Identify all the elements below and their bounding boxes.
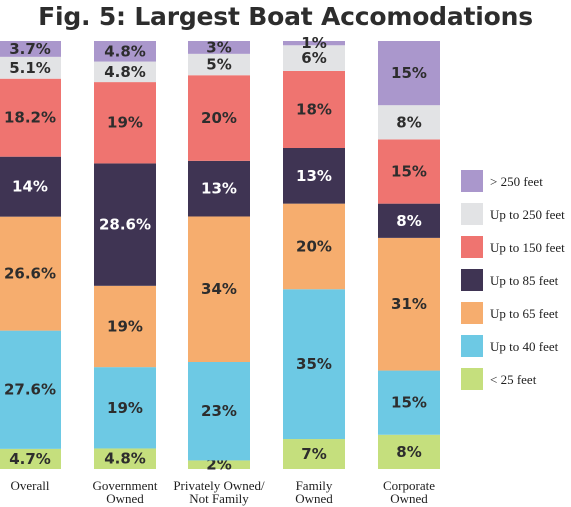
bar-segment (283, 45, 345, 71)
bar-segment (94, 285, 156, 368)
data-label: 4.8% (104, 450, 146, 468)
bar-segment (94, 82, 156, 164)
bar-segment (188, 41, 250, 54)
data-label: 5% (206, 56, 231, 74)
data-label: 1% (301, 34, 326, 52)
bar-segment (378, 41, 440, 106)
data-label: 26.6% (4, 265, 56, 283)
bar-segment (283, 41, 345, 46)
bar-segment (283, 439, 345, 469)
bar-segment (283, 148, 345, 204)
bar-segment (378, 139, 440, 204)
bar-segment (0, 330, 61, 449)
bar-segment (378, 105, 440, 140)
category-label: Government (93, 478, 158, 493)
bar-segment (188, 160, 250, 217)
data-label: 13% (296, 167, 332, 185)
bar-segment (283, 203, 345, 290)
data-label: 14% (12, 178, 48, 196)
bar-segment (378, 370, 440, 435)
legend-label: < 25 feet (490, 372, 537, 387)
legend-swatch (461, 236, 483, 258)
bar-segment (188, 216, 250, 362)
data-label: 19% (107, 114, 143, 132)
data-label: 6% (301, 49, 326, 67)
data-label: 4.7% (9, 450, 51, 468)
bar-segment (0, 56, 61, 79)
legend-label: Up to 250 feet (490, 207, 565, 222)
data-label: 15% (391, 64, 427, 82)
bar-segment (0, 216, 61, 331)
data-label: 20% (296, 237, 332, 255)
legend-swatch (461, 302, 483, 324)
category-label: Not Family (189, 491, 249, 506)
category-label: Family (296, 478, 333, 493)
data-label: 4.8% (104, 42, 146, 60)
data-label: 18% (296, 100, 332, 118)
data-label: 8% (396, 443, 421, 461)
data-label: 3.7% (9, 40, 51, 58)
data-label: 7% (301, 445, 326, 463)
legend-label: Up to 85 feet (490, 273, 559, 288)
bar-segment (283, 289, 345, 440)
data-label: 34% (201, 280, 237, 298)
bar-segment (94, 41, 156, 62)
bar-segment (188, 460, 250, 469)
data-label: 4.8% (104, 63, 146, 81)
data-label: 5.1% (9, 59, 51, 77)
legend-swatch (461, 170, 483, 192)
legend-label: Up to 40 feet (490, 339, 559, 354)
legend-label: > 250 feet (490, 174, 543, 189)
legend-swatch (461, 269, 483, 291)
bar-segment (0, 41, 61, 57)
category-label: Privately Owned/ (173, 478, 265, 493)
category-label: Overall (11, 478, 50, 493)
legend-swatch (461, 368, 483, 390)
data-label: 28.6% (99, 216, 151, 234)
bar-segment (94, 61, 156, 83)
data-label: 35% (296, 355, 332, 373)
data-label: 15% (391, 394, 427, 412)
data-label: 19% (107, 399, 143, 417)
bar-segment (188, 362, 250, 461)
legend-label: Up to 150 feet (490, 240, 565, 255)
bar-segment (94, 367, 156, 449)
chart-title: Fig. 5: Largest Boat Accomodations (38, 2, 533, 31)
bar-segment (0, 448, 61, 469)
category-label: Owned (295, 491, 333, 506)
bar-segment (378, 203, 440, 238)
data-label: 3% (206, 38, 231, 56)
data-label: 15% (391, 163, 427, 181)
category-label: Owned (106, 491, 144, 506)
bar-segment (94, 163, 156, 286)
bar-segment (188, 53, 250, 76)
bar-segment (0, 156, 61, 217)
bar-segment (378, 434, 440, 469)
data-label: 27.6% (4, 381, 56, 399)
bar-segment (0, 78, 61, 157)
data-label: 8% (396, 212, 421, 230)
bar-segment (378, 237, 440, 371)
legend-swatch (461, 335, 483, 357)
data-label: 18.2% (4, 109, 56, 127)
data-label: 19% (107, 317, 143, 335)
legend-label: Up to 65 feet (490, 306, 559, 321)
bar-segment (283, 70, 345, 148)
legend-swatch (461, 203, 483, 225)
data-label: 31% (391, 295, 427, 313)
bar-segment (94, 448, 156, 469)
data-label: 23% (201, 402, 237, 420)
category-label: Corporate (383, 478, 435, 493)
data-label: 13% (201, 180, 237, 198)
data-label: 8% (396, 113, 421, 131)
bar-segment (188, 75, 250, 161)
data-label: 20% (201, 109, 237, 127)
category-label: Owned (390, 491, 428, 506)
